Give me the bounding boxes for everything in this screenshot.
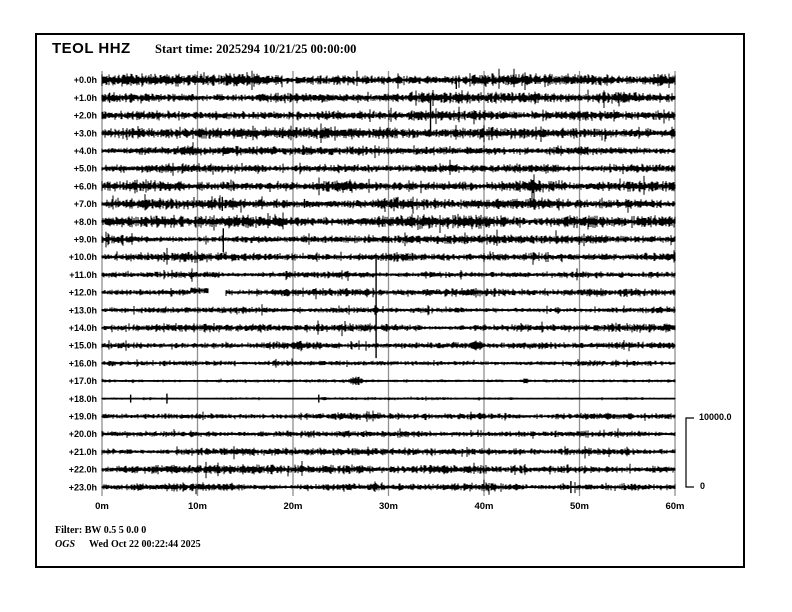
row-label: +8.0h <box>74 217 97 227</box>
trace-noise <box>101 287 676 300</box>
scale-min-label: 0 <box>700 481 706 491</box>
event-blob <box>369 304 382 316</box>
event-blob <box>463 340 489 351</box>
credit-line: OGS Wed Oct 22 00:22:44 2025 <box>55 539 201 550</box>
x-tick-label: 10m <box>188 501 207 512</box>
filter-label: Filter: BW 0.5 5 0.0 0 <box>55 525 147 536</box>
start-time-label: Start time: 2025294 10/21/25 00:00:00 <box>155 42 357 56</box>
row-label: +6.0h <box>74 181 97 191</box>
event-blob <box>230 449 239 455</box>
row-label: +4.0h <box>74 146 97 156</box>
row-label: +1.0h <box>74 93 97 103</box>
row-label: +18.0h <box>69 394 97 404</box>
event-blob <box>316 397 332 401</box>
row-label: +7.0h <box>74 199 97 209</box>
event-blob <box>507 483 527 491</box>
x-tick-label: 40m <box>474 501 493 512</box>
row-label: +13.0h <box>69 305 97 315</box>
event-blob <box>318 466 334 473</box>
trace-noise <box>101 428 676 439</box>
event-blob <box>517 378 533 384</box>
trace-noise <box>101 320 676 337</box>
row-label: +12.0h <box>69 288 97 298</box>
trace-noise <box>101 142 676 159</box>
row-label: +11.0h <box>69 270 97 280</box>
row-label: +3.0h <box>74 128 97 138</box>
trace-noise <box>101 159 676 176</box>
trace-noise <box>101 68 676 90</box>
trace-noise <box>101 358 676 368</box>
row-label: +0.0h <box>74 75 97 85</box>
x-tick-label: 50m <box>570 501 589 512</box>
event-blob <box>524 236 535 243</box>
scale-max-label: 10000.0 <box>699 412 732 422</box>
trace-noise <box>101 123 676 143</box>
row-label: +19.0h <box>69 412 97 422</box>
row-label: +5.0h <box>74 164 97 174</box>
event-blob <box>342 376 370 385</box>
row-label: +20.0h <box>69 429 97 439</box>
trace-noise <box>101 396 676 401</box>
row-label: +2.0h <box>74 111 97 121</box>
event-blob <box>505 397 516 400</box>
trace-noise <box>101 479 676 495</box>
row-label: +16.0h <box>69 358 97 368</box>
x-tick-label: 20m <box>283 501 302 512</box>
trace-noise <box>101 229 676 248</box>
event-blob <box>248 165 263 172</box>
trace-noise <box>101 89 676 108</box>
event-blob <box>600 466 613 473</box>
event-blob <box>623 413 636 420</box>
row-label: +14.0h <box>69 323 97 333</box>
x-tick-label: 0m <box>95 501 109 512</box>
trace-noise <box>101 410 676 422</box>
trace-noise <box>101 446 676 460</box>
trace-noise <box>101 106 676 125</box>
scale-bracket <box>685 417 694 488</box>
event-blob <box>313 361 329 366</box>
row-label: +15.0h <box>69 341 97 351</box>
trace-noise <box>101 268 676 282</box>
org-label: OGS <box>55 539 76 550</box>
trace-noise <box>101 212 676 233</box>
generated-timestamp: Wed Oct 22 00:22:44 2025 <box>89 539 201 550</box>
x-tick-label: 60m <box>665 501 684 512</box>
trace-noise <box>101 304 676 316</box>
trace-noise <box>101 194 676 214</box>
trace-noise <box>101 247 676 265</box>
row-label: +17.0h <box>69 376 97 386</box>
station-title: TEOL HHZ <box>52 40 131 57</box>
trace-noise <box>101 174 676 199</box>
row-label: +22.0h <box>69 465 97 475</box>
row-label: +23.0h <box>69 482 97 492</box>
row-label: +10.0h <box>69 252 97 262</box>
x-tick-label: 30m <box>379 501 398 512</box>
row-label: +9.0h <box>74 235 97 245</box>
row-label: +21.0h <box>69 447 97 457</box>
